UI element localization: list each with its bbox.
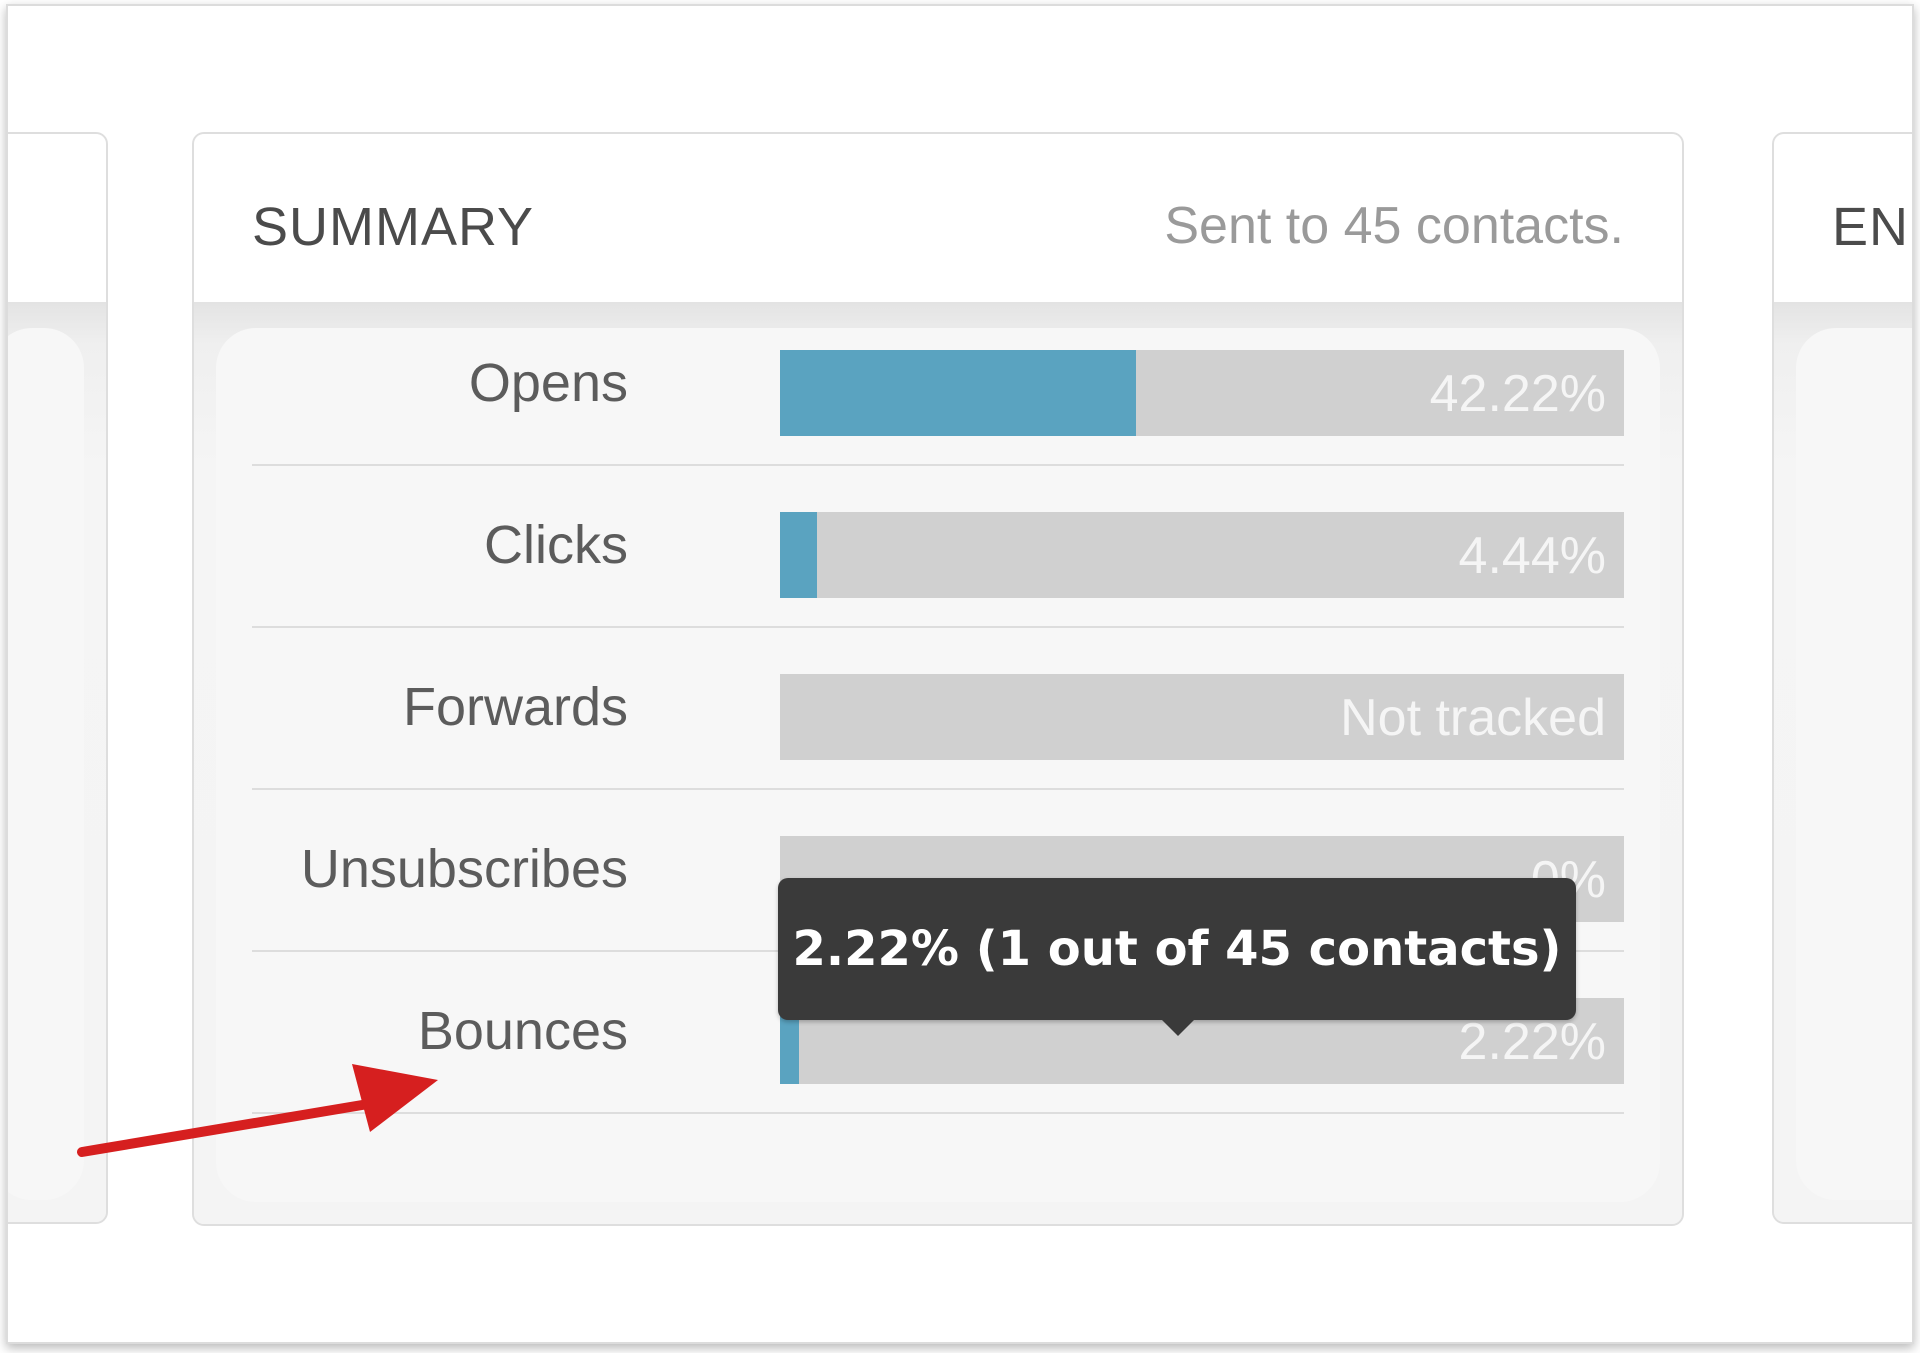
stat-row-opens: Opens 42.22% <box>252 304 1624 466</box>
tooltip-pointer-icon <box>1160 1018 1196 1036</box>
previous-card-header <box>8 134 106 304</box>
progress-bar-fill-opens <box>780 350 1137 436</box>
stat-label-clicks: Clicks <box>484 515 628 575</box>
summary-card-body: Opens 42.22% Clicks 4.44% Forwards <box>194 304 1682 1224</box>
previous-card-body <box>8 304 106 1222</box>
stat-value-bounces: 2.22% <box>1458 1013 1606 1071</box>
stat-value-opens: 42.22% <box>1429 365 1606 423</box>
stat-value-clicks: 4.44% <box>1458 527 1606 585</box>
progress-bar-fill-clicks <box>780 512 818 598</box>
stat-label-bounces: Bounces <box>417 1001 628 1061</box>
stat-label-forwards: Forwards <box>402 677 628 737</box>
progress-bar-clicks[interactable]: 4.44% <box>780 512 1624 598</box>
previous-card <box>8 132 108 1224</box>
sent-to-contacts-text: Sent to 45 contacts. <box>1164 197 1624 255</box>
next-card-body <box>1774 304 1912 1222</box>
row-divider <box>252 626 1624 628</box>
summary-card: SUMMARY Sent to 45 contacts. Opens 42.22… <box>192 132 1684 1226</box>
summary-title: SUMMARY <box>252 197 535 257</box>
next-card-header: EN <box>1774 134 1912 304</box>
bounces-tooltip: 2.22% (1 out of 45 contacts) <box>778 878 1576 1020</box>
next-card: EN <box>1772 132 1912 1224</box>
row-divider <box>252 1112 1624 1114</box>
row-divider <box>252 788 1624 790</box>
next-card-title: EN <box>1832 197 1910 257</box>
stat-label-unsubscribes: Unsubscribes <box>300 839 628 899</box>
stat-label-opens: Opens <box>468 353 628 413</box>
stat-row-clicks: Clicks 4.44% <box>252 466 1624 628</box>
stat-value-forwards: Not tracked <box>1340 689 1606 747</box>
summary-card-header: SUMMARY Sent to 45 contacts. <box>194 134 1682 304</box>
stat-row-forwards: Forwards Not tracked <box>252 628 1624 790</box>
row-divider <box>252 464 1624 466</box>
progress-bar-forwards[interactable]: Not tracked <box>780 674 1624 760</box>
screenshot-frame: SUMMARY Sent to 45 contacts. Opens 42.22… <box>6 4 1914 1344</box>
progress-bar-opens[interactable]: 42.22% <box>780 350 1624 436</box>
